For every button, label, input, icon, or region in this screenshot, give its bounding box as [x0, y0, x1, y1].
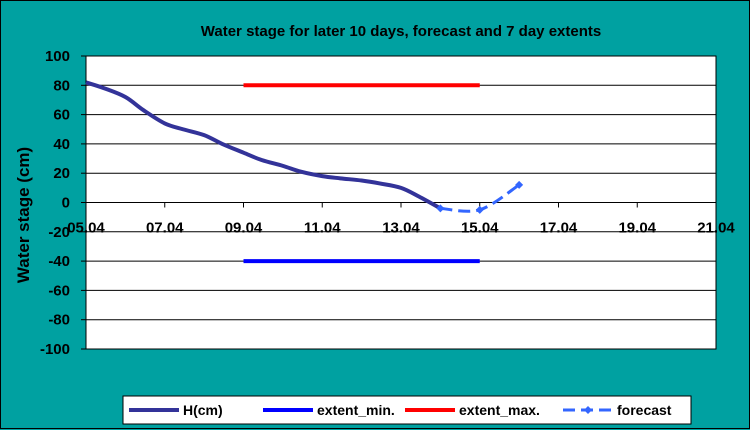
y-tick-label-10: -100 — [40, 341, 70, 358]
y-tick-label-1: 80 — [53, 77, 70, 94]
legend-label-extent-min: extent_min. — [317, 402, 395, 418]
legend-marker-forecast — [584, 406, 592, 414]
series-layer — [85, 80, 524, 264]
y-tick-label-7: -40 — [48, 253, 70, 270]
y-tick-label-6: -20 — [48, 224, 70, 241]
y-tick-label-2: 60 — [53, 107, 70, 124]
x-tick-label-0: 05.04 — [67, 220, 105, 237]
x-tick-labels: 05.04 07.04 09.04 11.04 13.04 15.04 17.04 19.04… — [67, 220, 735, 237]
forecast-point-2 — [515, 180, 524, 189]
x-tick-label-4: 13.04 — [382, 220, 420, 237]
forecast-point-0 — [436, 204, 445, 213]
x-tick-label-3: 11.04 — [304, 220, 341, 237]
series-line-h-cm — [85, 80, 442, 211]
x-tick-label-8: 21.04 — [697, 220, 735, 237]
x-tick-label-5: 15.04 — [461, 220, 499, 237]
y-tick-labels: 100 80 60 40 20 0 -20 -40 -60 -80 -100 — [40, 48, 70, 358]
x-tick-label-6: 17.04 — [540, 220, 578, 237]
chart-title: Water stage for later 10 days, forecast … — [201, 23, 601, 40]
x-tick-label-2: 09.04 — [225, 220, 263, 237]
y-tick-label-0: 100 — [45, 48, 70, 65]
x-tick-label-1: 07.04 — [146, 220, 184, 237]
legend: H(cm) extent_min. extent_max. forecast — [122, 395, 692, 425]
legend-label-extent-max: extent_max. — [459, 402, 540, 418]
y-tick-label-9: -80 — [48, 312, 70, 329]
y-tick-label-8: -60 — [48, 282, 70, 299]
y-axis-label: Water stage (cm) — [14, 147, 33, 283]
y-tick-label-5: 0 — [62, 195, 70, 212]
legend-label-forecast: forecast — [617, 402, 672, 418]
x-tick-label-7: 19.04 — [618, 220, 656, 237]
y-tick-label-4: 20 — [53, 165, 70, 182]
forecast-point-1 — [475, 205, 484, 214]
y-tick-label-3: 40 — [53, 136, 70, 153]
legend-label-h-cm: H(cm) — [183, 402, 223, 418]
